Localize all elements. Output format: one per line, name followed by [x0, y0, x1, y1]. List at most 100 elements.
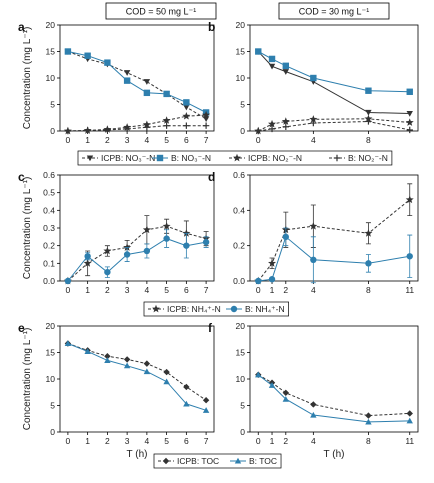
panel-c: 0.0 0.1 0.2 0.3 0.4 0.5 0.6 0 1 2 3 4 5 6 7 cConcentrat…: [18, 170, 215, 295]
data-point: [365, 118, 372, 125]
y-axis-label: Concentration (mg L⁻¹): [22, 177, 33, 280]
data-point: [365, 260, 372, 267]
legend-label: B: TOC: [249, 456, 277, 466]
data-point: [104, 59, 111, 66]
x-tick-label: 1: [85, 285, 90, 295]
data-point: [268, 63, 276, 70]
x-axis-label: T (h): [127, 449, 148, 460]
data-point: [162, 116, 171, 124]
legend-item: ICPB: NO₂⁻-N: [229, 153, 302, 163]
panel-label: a: [18, 20, 25, 34]
y-tick-label: 0.2: [43, 241, 55, 251]
x-tick-label: 4: [311, 285, 316, 295]
data-point: [104, 353, 111, 360]
series-line: [258, 118, 410, 132]
x-tick-label: 8: [366, 285, 371, 295]
data-point: [64, 340, 72, 347]
data-point: [123, 356, 131, 363]
data-point: [281, 117, 290, 125]
x-tick-label: 4: [311, 135, 316, 145]
series-1: [64, 229, 210, 285]
data-point: [202, 407, 210, 413]
x-tick-label: 1: [270, 285, 275, 295]
y-tick-label: 0: [240, 427, 245, 437]
data-point: [163, 90, 170, 98]
series-line: [257, 374, 410, 423]
header-right: COD = 30 mg L⁻¹: [278, 2, 390, 20]
data-point: [268, 119, 277, 128]
legend-frame: [143, 301, 289, 317]
data-point: [163, 378, 170, 385]
data-point: [64, 48, 72, 55]
y-tick-label: 5: [50, 401, 55, 411]
y-axis-label: Concentration (mg L⁻¹): [22, 328, 33, 431]
data-point: [104, 126, 111, 134]
data-point: [143, 360, 151, 367]
data-point: [268, 276, 276, 283]
legend-marker: [86, 155, 94, 162]
legend-frame: [77, 150, 393, 166]
x-tick-label: 0: [66, 285, 71, 295]
header-left-text: COD = 50 mg L⁻¹: [126, 7, 197, 17]
x-tick-label: 8: [366, 436, 371, 446]
legend-label: ICPB: NH₄⁺-N: [167, 304, 221, 314]
data-point: [310, 256, 317, 263]
x-tick-label: 8: [366, 135, 371, 145]
series-1: [64, 48, 210, 116]
legend-marker: [156, 154, 164, 162]
data-point: [123, 251, 131, 258]
y-tick-label: 0.5: [43, 188, 55, 198]
series-line: [258, 51, 410, 93]
y-tick-label: 20: [236, 20, 246, 30]
legend-label: ICPB: TOC: [177, 456, 219, 466]
data-point: [183, 242, 190, 249]
legend-item: B: NO₂⁻-N: [329, 153, 388, 163]
plot-frame: [249, 325, 419, 433]
data-point: [202, 122, 210, 129]
y-tick-label: 15: [46, 348, 56, 358]
series-0: [64, 340, 210, 404]
data-point: [163, 122, 170, 129]
x-tick-label: 0: [256, 285, 261, 295]
data-point: [183, 104, 190, 111]
legend-item: B: NH₄⁺-N: [226, 304, 285, 314]
series-1: [255, 371, 413, 425]
data-point: [309, 115, 318, 123]
data-point: [268, 259, 277, 267]
y-tick-label: 0.6: [233, 170, 245, 180]
data-point: [182, 229, 191, 237]
data-point: [268, 382, 276, 388]
data-point: [143, 79, 151, 85]
data-point: [255, 277, 262, 285]
x-tick-label: 2: [105, 285, 110, 295]
y-tick-label: 0.1: [43, 258, 55, 268]
y-tick-label: 0.0: [233, 276, 245, 286]
data-point: [202, 397, 210, 404]
y-tick-label: 0.2: [233, 241, 245, 251]
y-tick-label: 0: [240, 126, 245, 136]
plot-frame: [59, 174, 215, 282]
y-tick-label: 20: [46, 321, 56, 331]
panel-b: 0 5 10 15 20 0 4 8 b: [208, 20, 419, 145]
data-point: [282, 69, 290, 75]
y-tick-label: 0.3: [43, 223, 55, 233]
data-point: [183, 99, 190, 106]
data-point: [406, 110, 413, 117]
data-point: [183, 122, 190, 129]
data-point: [309, 222, 318, 230]
data-point: [364, 229, 373, 237]
data-point: [183, 383, 190, 391]
data-point: [162, 222, 171, 230]
data-point: [163, 368, 170, 376]
legend-1: ICPB: NH₄⁺-N B: NH₄⁺-N: [143, 301, 289, 317]
x-tick-label: 6: [184, 436, 189, 446]
series-line: [67, 51, 207, 113]
series-0: [63, 215, 211, 285]
legend-label: B: NH₄⁺-N: [245, 304, 285, 314]
series-line: [67, 125, 207, 132]
x-tick-label: 7: [204, 436, 209, 446]
data-point: [255, 48, 262, 55]
